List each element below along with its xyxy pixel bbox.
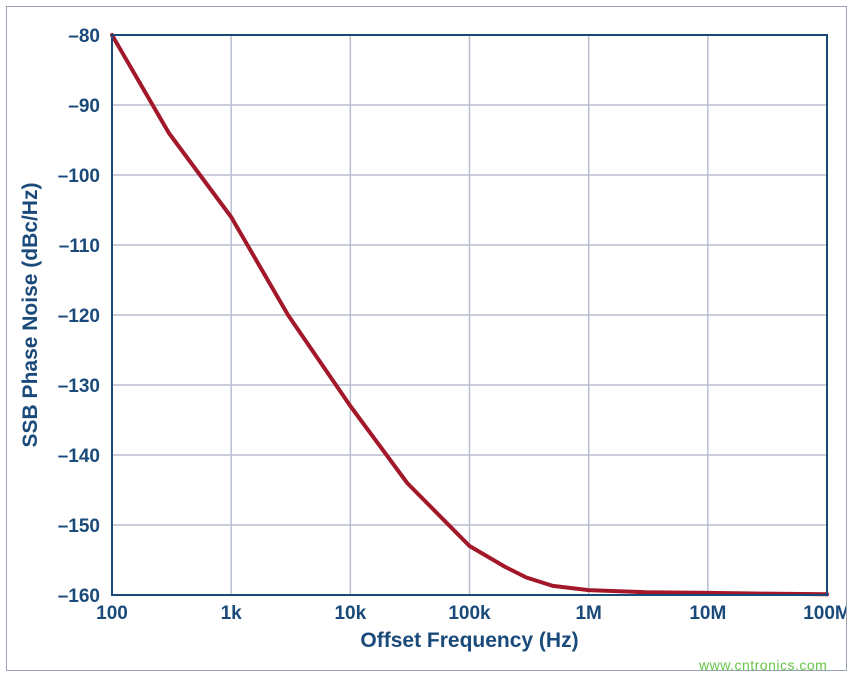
- y-tick-label: –120: [58, 306, 100, 327]
- y-tick-label: –160: [58, 586, 100, 607]
- y-tick-label: –80: [68, 26, 100, 47]
- y-tick-label: –110: [59, 236, 100, 257]
- chart-container: 100 1k 10k 100k 1M 10M 100M –160 –150 –140 –130 –12…: [7, 7, 846, 670]
- x-tick-label: 1k: [221, 603, 243, 624]
- watermark: www.cntronics.com: [699, 657, 827, 673]
- y-tick-label: –130: [58, 376, 100, 397]
- phase-noise-chart: 100 1k 10k 100k 1M 10M 100M –160 –150 –140 –130 –12…: [7, 7, 846, 670]
- x-tick-label: 100: [96, 603, 128, 624]
- x-axis-label: Offset Frequency (Hz): [360, 629, 578, 652]
- y-tick-label: –90: [68, 96, 100, 117]
- x-tick-label: 100M: [803, 603, 846, 624]
- y-tick-label: –150: [58, 516, 100, 537]
- y-tick-label: –140: [58, 446, 100, 467]
- chart-outer-frame: 100 1k 10k 100k 1M 10M 100M –160 –150 –140 –130 –12…: [6, 6, 847, 671]
- x-tick-label: 100k: [448, 603, 491, 624]
- x-tick-label: 10M: [689, 603, 726, 624]
- y-axis-label: SSB Phase Noise (dBc/Hz): [19, 183, 42, 448]
- y-tick-label: –100: [58, 166, 100, 187]
- x-tick-label: 10k: [334, 603, 366, 624]
- x-tick-label: 1M: [575, 603, 601, 624]
